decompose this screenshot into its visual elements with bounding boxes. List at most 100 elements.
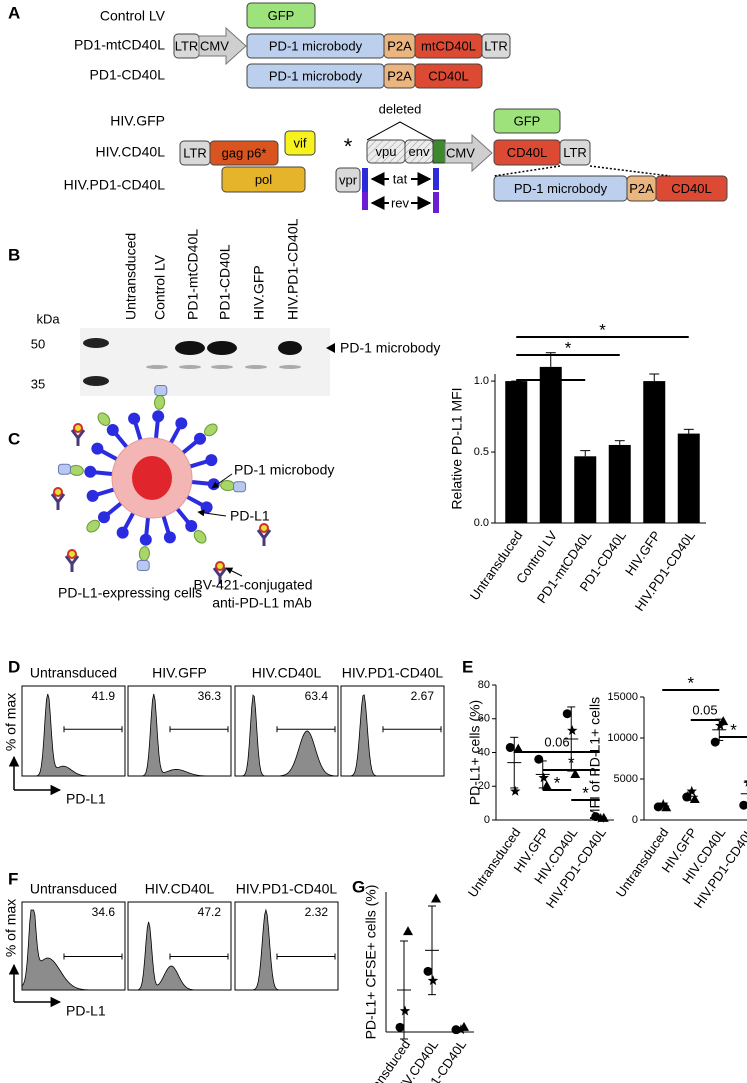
microbody-fc — [57, 463, 71, 475]
splice-label: tat — [393, 171, 408, 186]
pd-l1-stalk — [169, 425, 182, 444]
element-label: env — [409, 144, 430, 159]
y-tick-label: 10000 — [607, 732, 638, 744]
sample-name: HIV.CD40L — [145, 881, 215, 897]
point — [395, 1022, 405, 1032]
pd-l1-stalk — [154, 420, 160, 439]
panel-letter: F — [8, 869, 18, 888]
lane-label: Untransduced — [123, 233, 139, 320]
element-label: CD40L — [671, 181, 711, 196]
element-label: P2A — [387, 68, 412, 83]
zoom-line — [493, 165, 561, 177]
band — [207, 341, 237, 355]
band-pointer — [326, 343, 335, 353]
sample-name: HIV.PD1-CD40L — [342, 665, 444, 681]
point — [513, 743, 524, 753]
splice-label: rev — [391, 195, 410, 210]
exon — [433, 168, 439, 190]
y-tick-label: 0 — [632, 814, 638, 826]
panel-letter: B — [8, 245, 20, 264]
band — [278, 341, 302, 355]
y-tick-label: 20 — [478, 780, 490, 792]
size-unit: kDa — [36, 311, 60, 326]
pd-1-microbody — [138, 546, 150, 562]
significance-label: * — [568, 753, 575, 772]
antibody — [70, 555, 80, 565]
pd-1-microbody — [193, 530, 207, 544]
y-axis-label: Relative PD-L1 MFI — [449, 387, 465, 509]
bar — [608, 444, 631, 523]
significance-label: * — [565, 338, 572, 357]
element-label: gag p6* — [222, 145, 267, 160]
panel-letter: G — [352, 877, 365, 896]
bar — [505, 381, 528, 523]
gene-segment — [209, 140, 279, 166]
panel-letter: D — [8, 657, 20, 676]
histogram-frame — [340, 685, 445, 777]
histogram — [235, 908, 338, 991]
significance-label: * — [730, 720, 737, 739]
sample-name: HIV.GFP — [152, 665, 207, 681]
panel-letter: E — [462, 657, 473, 676]
promoter-arrow — [444, 133, 493, 173]
pd-l1-stalk — [105, 501, 123, 517]
pd-l1-stalk — [186, 495, 205, 508]
element-label: P2A — [387, 38, 412, 53]
pd-l1-stalk — [191, 480, 210, 486]
histogram — [22, 693, 125, 777]
point — [505, 742, 515, 752]
gate-percent: 2.32 — [305, 905, 329, 919]
y-tick-label: 0 — [484, 814, 490, 826]
element-label: LTR — [175, 38, 199, 53]
point — [567, 725, 578, 736]
deletion-bracket — [366, 121, 434, 141]
pd-1-microbody — [204, 423, 218, 437]
zoom-line — [589, 165, 671, 177]
pd-l1 — [175, 417, 188, 430]
histogram — [128, 921, 231, 991]
construct-name: PD1-mtCD40L — [74, 37, 165, 53]
bar — [574, 456, 597, 523]
point — [715, 720, 726, 731]
element-label: CD40L — [507, 145, 547, 160]
fluorophore — [73, 423, 83, 433]
pd-l1 — [185, 519, 198, 532]
gene-segment — [655, 175, 728, 202]
pd-1-microbody — [97, 412, 111, 426]
element-label: vif — [294, 135, 307, 150]
bar — [677, 433, 700, 523]
element-label: PD-1 microbody — [269, 68, 363, 83]
element-label: vpr — [339, 172, 358, 187]
x-axis-label: PD-L1 — [66, 1003, 106, 1019]
histogram — [128, 693, 231, 777]
element-label: GFP — [514, 113, 541, 128]
gate-percent: 63.4 — [305, 689, 329, 703]
exon — [362, 168, 368, 192]
point — [658, 798, 669, 809]
y-tick-label: 5000 — [614, 773, 638, 785]
y-tick-label: 60 — [478, 713, 490, 725]
gene-segment — [246, 2, 316, 29]
pd-l1 — [200, 501, 213, 514]
point — [399, 1005, 411, 1016]
gene-segment — [493, 108, 561, 134]
y-tick-label: 80 — [478, 679, 490, 691]
bar — [539, 366, 562, 523]
gene-segment — [559, 139, 591, 166]
deleted-note: deleted — [379, 101, 422, 116]
antibody — [50, 493, 60, 503]
pd-l1-stalk — [189, 459, 209, 469]
pd-l1 — [86, 489, 99, 502]
element-label: P2A — [629, 181, 654, 196]
pd-l1 — [91, 442, 104, 455]
antibody — [56, 493, 66, 503]
pd-l1-stalk — [122, 512, 135, 531]
histogram — [235, 694, 339, 777]
element-label: CD40L — [428, 68, 468, 83]
fluorophore — [67, 549, 77, 559]
element-label: vpu — [376, 144, 397, 159]
asterisk: * — [344, 134, 353, 159]
lane-label: PD1-mtCD40L — [185, 229, 201, 320]
gate-percent: 47.2 — [198, 905, 222, 919]
